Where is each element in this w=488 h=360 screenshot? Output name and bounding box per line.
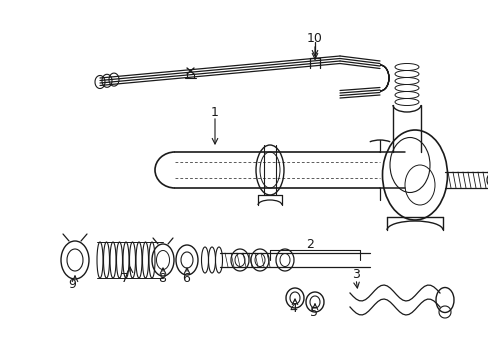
Text: 10: 10 bbox=[306, 32, 322, 45]
Text: 4: 4 bbox=[288, 302, 296, 315]
Text: 6: 6 bbox=[182, 271, 189, 284]
Text: 2: 2 bbox=[305, 238, 313, 251]
Text: 7: 7 bbox=[121, 271, 129, 284]
Text: 3: 3 bbox=[351, 269, 359, 282]
Text: 8: 8 bbox=[158, 271, 165, 284]
Text: 9: 9 bbox=[68, 278, 76, 291]
Text: 5: 5 bbox=[309, 306, 317, 319]
Text: 1: 1 bbox=[211, 105, 219, 118]
